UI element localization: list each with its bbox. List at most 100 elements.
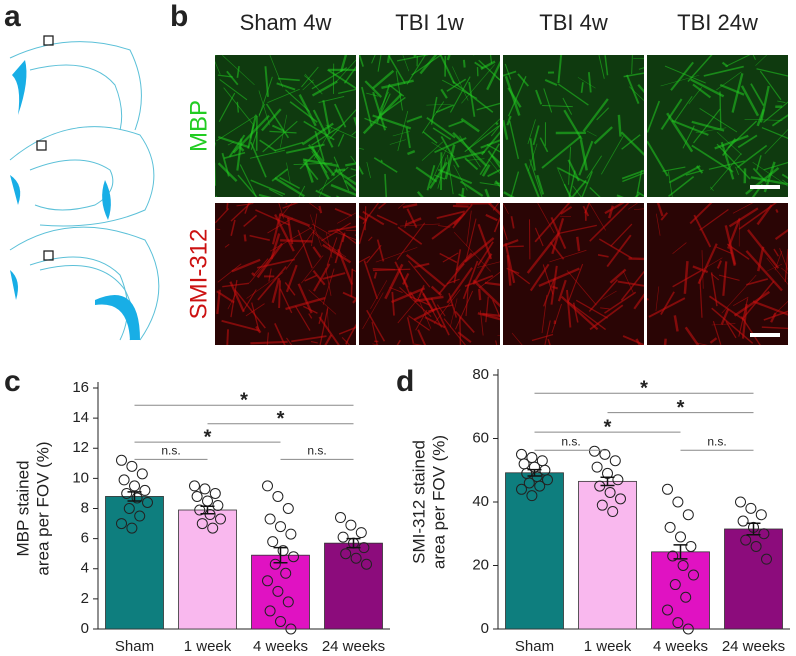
fibers [359,203,500,345]
fiber [466,158,485,161]
fiber [373,272,378,279]
fiber [461,64,495,104]
fiber [434,174,446,180]
fiber [637,83,644,94]
fiber [557,279,567,302]
fiber [243,214,258,228]
error-bar [600,476,615,487]
fiber [386,55,391,64]
fiber [593,126,613,145]
fiber [217,263,242,283]
fiber [617,114,622,137]
fiber [543,278,555,307]
fiber [709,186,714,192]
fiber [589,203,630,242]
micrograph [647,55,788,197]
fiber [673,315,679,332]
fiber [602,290,617,300]
fiber [750,83,765,107]
fiber [620,270,644,301]
fiber [345,229,356,232]
data-point [612,474,624,486]
data-point [288,551,299,563]
fiber [617,280,644,287]
fiber [728,207,759,228]
data-point [194,504,206,516]
data-point [534,480,546,492]
fiber [712,321,722,345]
fiber [558,83,589,106]
data-point [664,521,676,533]
fiber [731,73,744,113]
fiber [495,340,498,345]
data-point [129,480,140,492]
fiber [598,55,605,79]
fiber [437,168,473,185]
data-point [662,483,673,495]
fiber [239,164,257,197]
fiber [517,73,530,87]
y-tick-label: 16 [72,379,89,396]
fiber [362,292,384,330]
fiber [329,108,356,140]
fiber [368,236,373,242]
fiber [274,177,305,197]
fibers [359,55,500,197]
data-point [361,558,372,570]
fiber [335,59,356,83]
y-tick-label: 8 [81,499,89,516]
fiber [524,163,540,197]
fiber [339,55,348,73]
fiber [345,162,356,167]
fiber [344,55,346,56]
error-bar [746,522,761,536]
fiber [453,212,466,226]
fiber [271,124,285,132]
fiber [740,85,760,117]
fiber [596,107,610,121]
y-tick-label: 4 [81,560,89,577]
column-label: Sham 4w [240,10,332,35]
brain-schematic [9,41,160,341]
fiber [221,152,230,177]
micrograph [503,55,644,197]
fiber [303,159,314,183]
fiber [491,154,500,165]
fiber [697,243,718,285]
fiber [318,205,323,214]
fiber [551,217,565,255]
fiber [264,66,269,97]
fiber [597,254,609,258]
fiber [674,95,693,123]
fiber [371,55,376,64]
fiber [503,224,508,240]
data-point [615,493,626,505]
fiber [633,293,644,310]
fiber [408,260,431,288]
fiber [670,61,694,91]
fiber [692,265,709,274]
fiber [631,55,633,75]
fiber [243,234,247,242]
data-point [131,492,143,504]
data-point [209,487,221,499]
fiber [325,267,332,296]
fiber [378,203,387,210]
fiber [601,135,624,175]
data-point [685,540,697,552]
fiber [271,214,282,245]
fibers [647,203,788,345]
fiber [556,166,570,197]
micrograph-bg [647,203,788,345]
fiber [738,298,749,337]
fiber [291,335,327,343]
fiber [716,71,742,91]
fiber [560,205,573,215]
comparison-label: * [640,378,648,400]
data-point [126,460,138,472]
fiber [244,203,250,214]
fiber [406,115,423,123]
fiber [454,310,475,333]
fiber [302,79,314,91]
data-point [680,591,692,603]
